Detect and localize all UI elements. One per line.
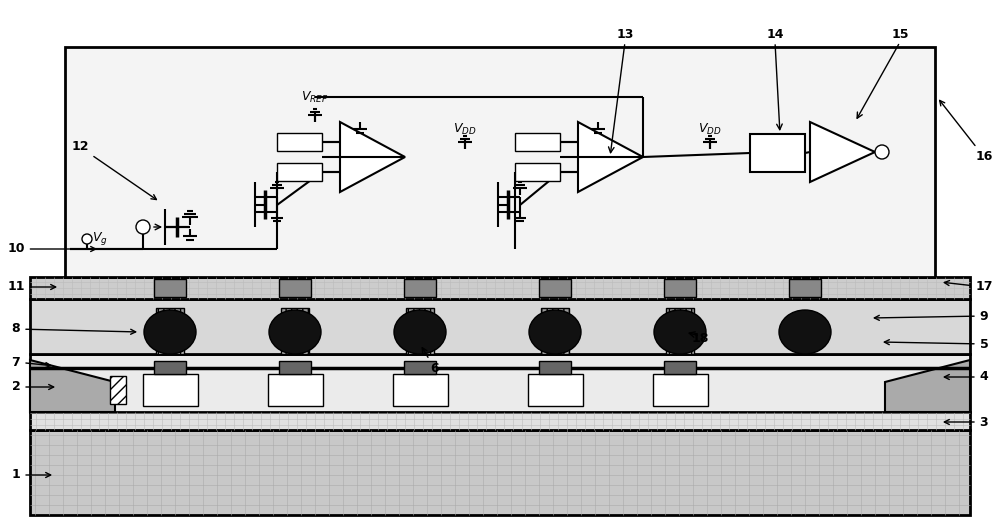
Text: 15: 15 [891,29,909,41]
Text: 17: 17 [944,280,993,294]
Text: 12: 12 [71,140,156,200]
Bar [30,354,970,412]
Text: 9: 9 [874,310,988,322]
Text: 2: 2 [12,381,54,393]
Bar [30,277,970,299]
Bar [110,376,126,404]
Bar [750,134,805,172]
Bar [279,279,311,297]
Bar [541,328,569,354]
Bar [277,133,322,151]
Text: 18: 18 [691,332,709,346]
Bar [154,361,186,374]
Bar [406,328,434,354]
Bar [279,361,311,374]
Polygon shape [340,122,405,192]
Text: $V_{REF}$: $V_{REF}$ [301,90,329,104]
Polygon shape [885,360,970,412]
Bar [404,279,436,297]
Bar [666,308,694,328]
Bar [406,308,434,328]
Bar [281,308,309,328]
Bar [666,328,694,354]
Text: 8: 8 [12,322,136,335]
Bar [156,308,184,328]
Ellipse shape [654,310,706,354]
Text: 6: 6 [422,348,439,375]
Ellipse shape [529,310,581,354]
Text: $V_{DD}$: $V_{DD}$ [698,121,722,137]
Text: 13: 13 [616,29,634,41]
Bar [156,328,184,354]
Bar [653,374,708,406]
Text: $V_{DD}$: $V_{DD}$ [453,121,477,137]
Bar [789,279,821,297]
Ellipse shape [144,310,196,354]
Bar [30,412,970,430]
Ellipse shape [269,310,321,354]
Bar [664,361,696,374]
Bar [65,47,935,277]
Bar [154,279,186,297]
Bar [30,299,970,354]
Bar [528,374,583,406]
Circle shape [875,145,889,159]
Polygon shape [578,122,643,192]
Text: 1: 1 [12,469,51,481]
Bar [30,430,970,515]
Bar [277,163,322,181]
Text: 3: 3 [944,416,988,428]
Bar [404,361,436,374]
Bar [515,133,560,151]
Ellipse shape [394,310,446,354]
Bar [281,328,309,354]
Text: 4: 4 [944,370,988,384]
Bar [539,361,571,374]
Bar [393,374,448,406]
Bar [268,374,323,406]
Text: 16: 16 [940,100,993,163]
Bar [515,163,560,181]
Circle shape [82,234,92,244]
Text: 11: 11 [7,280,56,294]
Bar [541,308,569,328]
Polygon shape [30,360,115,412]
Text: 5: 5 [884,338,988,350]
Text: 14: 14 [766,29,784,41]
Text: 10: 10 [7,243,96,255]
Polygon shape [810,122,875,182]
Bar [539,279,571,297]
Bar [664,279,696,297]
Text: 7: 7 [12,356,51,368]
Ellipse shape [779,310,831,354]
Text: $V_g$: $V_g$ [92,231,108,248]
Bar [143,374,198,406]
Circle shape [136,220,150,234]
